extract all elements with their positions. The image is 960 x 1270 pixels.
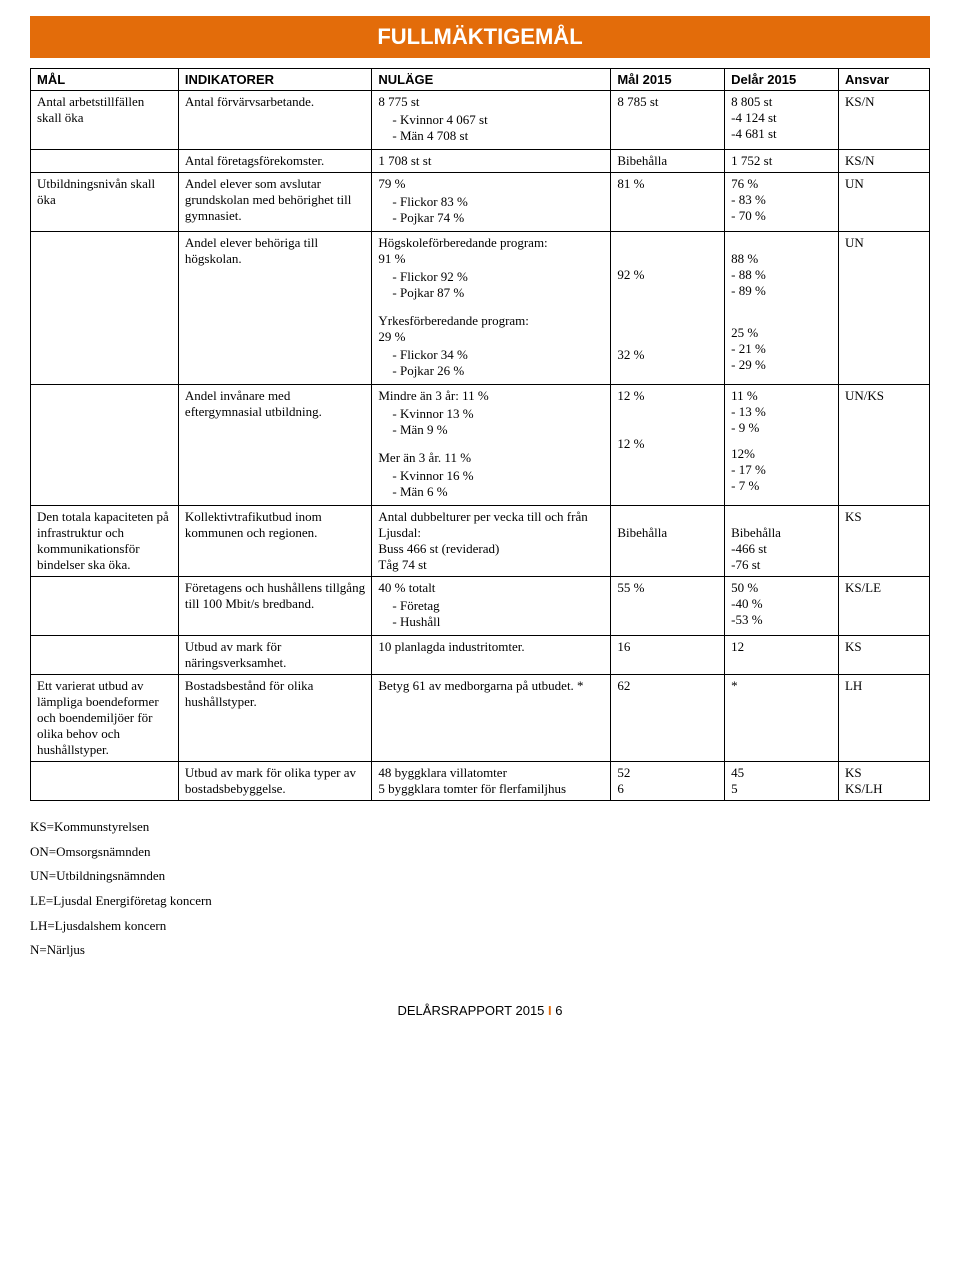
table-row: Utbud av mark för olika typer av bostads… — [31, 762, 930, 801]
cell-m15: 62 — [611, 675, 725, 762]
table-row: Företagens och hushållens tillgång till … — [31, 577, 930, 636]
cell-m15: 81 % — [611, 173, 725, 232]
table-row: Andel invånare med eftergymnasial utbild… — [31, 385, 930, 506]
cell-nul: 40 % totaltFöretagHushåll — [372, 577, 611, 636]
cell-ans: UN — [838, 173, 929, 232]
cell-mal: Ett varierat utbud av lämpliga boendefor… — [31, 675, 179, 762]
cell-nul: Högskoleförberedande program:91 %Flickor… — [372, 232, 611, 385]
cell-ans: KS/N — [838, 150, 929, 173]
cell-d15: 455 — [725, 762, 839, 801]
cell-ind: Andel invånare med eftergymnasial utbild… — [178, 385, 371, 506]
cell-m15: Bibehålla — [611, 506, 725, 577]
cell-ans: LH — [838, 675, 929, 762]
cell-mal — [31, 232, 179, 385]
cell-mal — [31, 762, 179, 801]
cell-ind: Andel elever som avslutar grundskolan me… — [178, 173, 371, 232]
cell-d15: 8 805 st-4 124 st-4 681 st — [725, 91, 839, 150]
abbrev-item: N=Närljus — [30, 938, 930, 963]
abbrev-item: KS=Kommunstyrelsen — [30, 815, 930, 840]
cell-d15: 88 %- 88 %- 89 % 25 %- 21 %- 29 % — [725, 232, 839, 385]
cell-ind: Kollektivtrafikutbud inom kommunen och r… — [178, 506, 371, 577]
col-indikatorer: INDIKATORER — [178, 69, 371, 91]
cell-ind: Antal förvärvsarbetande. — [178, 91, 371, 150]
cell-d15: 12 — [725, 636, 839, 675]
abbrev-item: LH=Ljusdalshem koncern — [30, 914, 930, 939]
col-nulage: NULÄGE — [372, 69, 611, 91]
cell-ans: KS/LE — [838, 577, 929, 636]
cell-m15: 12 % 12 % — [611, 385, 725, 506]
table-row: Den totala kapaciteten på infrastruktur … — [31, 506, 930, 577]
cell-ans: UN — [838, 232, 929, 385]
cell-mal: Den totala kapaciteten på infrastruktur … — [31, 506, 179, 577]
cell-nul: 79 %Flickor 83 %Pojkar 74 % — [372, 173, 611, 232]
cell-ind: Andel elever behöriga till högskolan. — [178, 232, 371, 385]
cell-ans: KSKS/LH — [838, 762, 929, 801]
cell-ans: UN/KS — [838, 385, 929, 506]
cell-ind: Antal företagsförekomster. — [178, 150, 371, 173]
cell-ans: KS/N — [838, 91, 929, 150]
cell-nul: 48 byggklara villatomter5 byggklara tomt… — [372, 762, 611, 801]
table-row: Ett varierat utbud av lämpliga boendefor… — [31, 675, 930, 762]
cell-m15: 526 — [611, 762, 725, 801]
abbreviation-list: KS=KommunstyrelsenON=OmsorgsnämndenUN=Ut… — [30, 815, 930, 963]
cell-mal — [31, 577, 179, 636]
cell-d15: 1 752 st — [725, 150, 839, 173]
cell-m15: 92 % 32 % — [611, 232, 725, 385]
cell-nul: 10 planlagda industritomter. — [372, 636, 611, 675]
cell-mal — [31, 636, 179, 675]
col-mal2015: Mål 2015 — [611, 69, 725, 91]
footer-separator: I — [544, 1003, 555, 1018]
table-row: Antal företagsförekomster.1 708 st stBib… — [31, 150, 930, 173]
cell-mal — [31, 385, 179, 506]
col-ansvar: Ansvar — [838, 69, 929, 91]
table-row: Antal arbetstillfällen skall ökaAntal fö… — [31, 91, 930, 150]
cell-nul: Antal dubbelturer per vecka till och frå… — [372, 506, 611, 577]
abbrev-item: LE=Ljusdal Energiföretag koncern — [30, 889, 930, 914]
col-delar2015: Delår 2015 — [725, 69, 839, 91]
cell-d15: 50 %-40 %-53 % — [725, 577, 839, 636]
cell-d15: Bibehålla-466 st-76 st — [725, 506, 839, 577]
cell-d15: * — [725, 675, 839, 762]
cell-m15: Bibehålla — [611, 150, 725, 173]
cell-nul: 1 708 st st — [372, 150, 611, 173]
footer-label: DELÅRSRAPPORT 2015 — [397, 1003, 544, 1018]
cell-ind: Bostadsbestånd för olika hushållstyper. — [178, 675, 371, 762]
cell-m15: 16 — [611, 636, 725, 675]
cell-m15: 55 % — [611, 577, 725, 636]
footer-page: 6 — [555, 1003, 562, 1018]
cell-ans: KS — [838, 506, 929, 577]
table-row: Utbildningsnivån skall ökaAndel elever s… — [31, 173, 930, 232]
cell-mal: Utbildningsnivån skall öka — [31, 173, 179, 232]
goals-table: MÅL INDIKATORER NULÄGE Mål 2015 Delår 20… — [30, 68, 930, 801]
cell-ind: Utbud av mark för olika typer av bostads… — [178, 762, 371, 801]
table-row: Andel elever behöriga till högskolan.Hög… — [31, 232, 930, 385]
cell-ind: Utbud av mark för näringsverksamhet. — [178, 636, 371, 675]
cell-nul: Mindre än 3 år: 11 %Kvinnor 13 %Män 9 %M… — [372, 385, 611, 506]
abbrev-item: ON=Omsorgsnämnden — [30, 840, 930, 865]
col-mal: MÅL — [31, 69, 179, 91]
cell-ans: KS — [838, 636, 929, 675]
table-row: Utbud av mark för näringsverksamhet.10 p… — [31, 636, 930, 675]
cell-d15: 76 %- 83 %- 70 % — [725, 173, 839, 232]
cell-mal — [31, 150, 179, 173]
page-banner: FULLMÄKTIGEMÅL — [30, 16, 930, 58]
cell-ind: Företagens och hushållens tillgång till … — [178, 577, 371, 636]
table-header-row: MÅL INDIKATORER NULÄGE Mål 2015 Delår 20… — [31, 69, 930, 91]
cell-m15: 8 785 st — [611, 91, 725, 150]
cell-mal: Antal arbetstillfällen skall öka — [31, 91, 179, 150]
cell-d15: 11 %- 13 %- 9 %12%- 17 %- 7 % — [725, 385, 839, 506]
cell-nul: 8 775 stKvinnor 4 067 stMän 4 708 st — [372, 91, 611, 150]
cell-nul: Betyg 61 av medborgarna på utbudet. * — [372, 675, 611, 762]
abbrev-item: UN=Utbildningsnämnden — [30, 864, 930, 889]
page-footer: DELÅRSRAPPORT 2015 I 6 — [30, 1003, 930, 1018]
